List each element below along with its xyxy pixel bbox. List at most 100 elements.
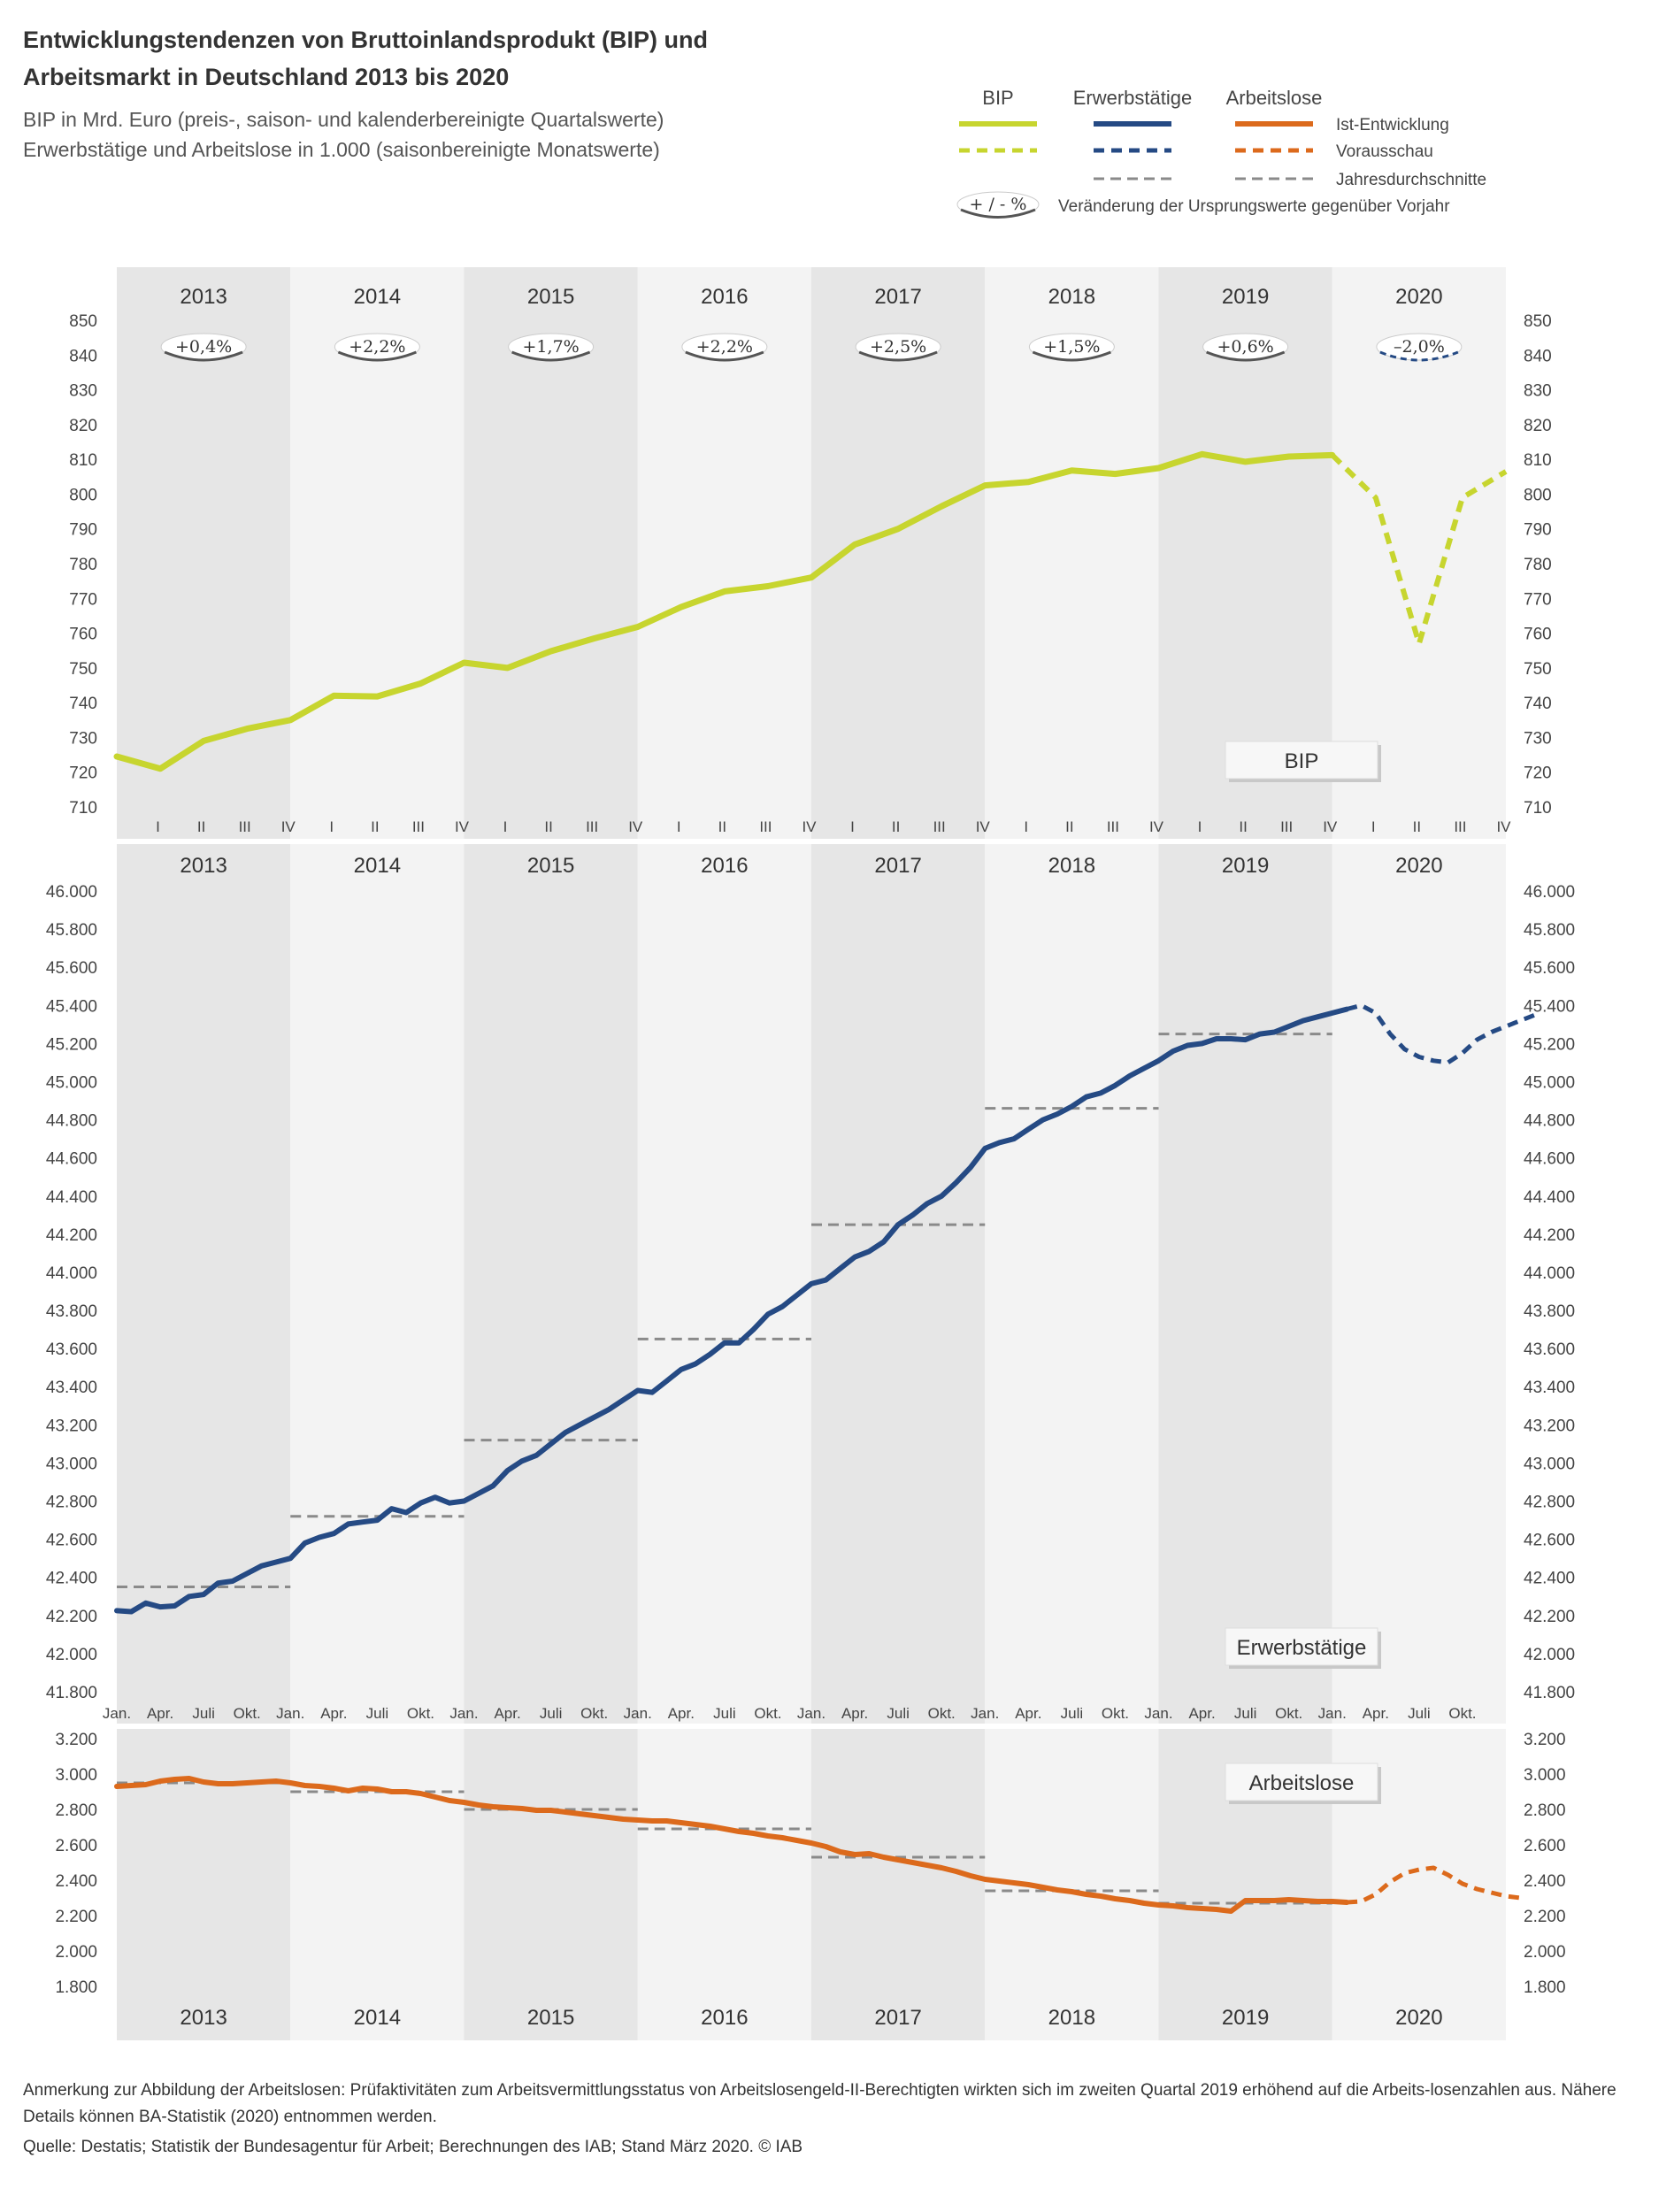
arb-forecast-line bbox=[1346, 1865, 1521, 1905]
yoy-badge-shadow bbox=[164, 350, 243, 362]
year-band-2017 bbox=[811, 267, 986, 2040]
y-tick-label-right: 43.800 bbox=[1524, 1302, 1575, 1321]
year-label-2014: 2014 bbox=[354, 854, 401, 878]
quarter-label: II bbox=[197, 818, 205, 835]
y-tick-label-right: 750 bbox=[1524, 660, 1552, 679]
year-label-2020: 2020 bbox=[1395, 854, 1442, 878]
year-label-2020: 2020 bbox=[1395, 2006, 1442, 2030]
month-label: Okt. bbox=[928, 1705, 956, 1722]
month-label: Juli bbox=[1234, 1705, 1257, 1722]
panel-label-text: BIP bbox=[1285, 749, 1319, 773]
quarter-label: II bbox=[371, 818, 379, 835]
panel-label-box bbox=[1225, 1627, 1378, 1666]
panel-separator bbox=[117, 839, 1506, 844]
y-tick-label-right: 760 bbox=[1524, 626, 1552, 644]
y-tick-label-left: 42.400 bbox=[46, 1570, 97, 1588]
y-tick-label-left: 45.600 bbox=[46, 959, 97, 978]
quarter-label: IV bbox=[1323, 818, 1338, 835]
year-label-2013: 2013 bbox=[180, 2006, 227, 2030]
quarter-label: I bbox=[1371, 818, 1376, 835]
y-tick-label-right: 45.000 bbox=[1524, 1073, 1575, 1092]
quarter-label: IV bbox=[628, 818, 643, 835]
yoy-badge-shadow bbox=[685, 350, 764, 362]
year-label-2019: 2019 bbox=[1222, 854, 1269, 878]
chart-title: Entwicklungstendenzen von Bruttoinlandsp… bbox=[23, 21, 908, 96]
chart-note: Anmerkung zur Abbildung der Arbeitslosen… bbox=[23, 2081, 1616, 2126]
y-tick-label-right: 43.200 bbox=[1524, 1417, 1575, 1435]
month-label: Okt. bbox=[234, 1705, 261, 1722]
yoy-badge-bg bbox=[1376, 333, 1463, 361]
y-tick-label-left: 780 bbox=[69, 556, 97, 574]
y-tick-label-right: 780 bbox=[1524, 556, 1552, 574]
year-band-2018 bbox=[985, 267, 1159, 2040]
year-labels-middle: 2013 2014 2015 2016 2017 2018 2019 2020 bbox=[180, 854, 1442, 878]
title-line-2: Arbeitsmarkt in Deutschland 2013 bis 202… bbox=[23, 64, 510, 90]
month-label: Jan. bbox=[971, 1705, 999, 1722]
y-tick-label-right: 45.200 bbox=[1524, 1035, 1575, 1054]
y-tick-label-left: 740 bbox=[69, 695, 97, 713]
quarter-label: III bbox=[759, 818, 772, 835]
month-label: Jan. bbox=[1318, 1705, 1347, 1722]
y-tick-label-left: 41.800 bbox=[46, 1684, 97, 1702]
y-tick-label-right: 42.600 bbox=[1524, 1532, 1575, 1550]
month-label: Okt. bbox=[1102, 1705, 1129, 1722]
year-band-2016 bbox=[637, 267, 811, 2040]
month-label: Apr. bbox=[494, 1705, 520, 1722]
year-band-2020 bbox=[1332, 267, 1506, 2040]
month-label: Jan. bbox=[1144, 1705, 1172, 1722]
y-tick-label-left: 710 bbox=[69, 799, 97, 818]
y-tick-label-left: 2.600 bbox=[55, 1837, 97, 1855]
quarter-label: III bbox=[1107, 818, 1119, 835]
panel-label-box bbox=[1225, 741, 1378, 780]
chart-source: Quelle: Destatis; Statistik der Bundesag… bbox=[23, 2138, 803, 2156]
month-label: Jan. bbox=[449, 1705, 478, 1722]
panel-label-text: Arbeitslose bbox=[1249, 1771, 1355, 1795]
y-tick-label-left: 42.800 bbox=[46, 1494, 97, 1512]
month-label: Apr. bbox=[147, 1705, 173, 1722]
y-tick-label-right: 41.800 bbox=[1524, 1684, 1575, 1702]
legend-badge-text: + / - % bbox=[970, 195, 1027, 214]
legend-badge-desc: Veränderung der Ursprungswerte gegenüber… bbox=[1058, 197, 1450, 216]
bip-actual-line bbox=[113, 450, 1336, 772]
year-label-2014: 2014 bbox=[354, 2006, 401, 2030]
legend-forecast-label: Vorausschau bbox=[1336, 142, 1433, 161]
legend-badge-shadow bbox=[960, 208, 1036, 219]
y-tick-label-left: 42.000 bbox=[46, 1646, 97, 1664]
y-tick-label-right: 46.000 bbox=[1524, 883, 1575, 902]
y-tick-label-left: 760 bbox=[69, 626, 97, 644]
y-tick-label-left: 820 bbox=[69, 417, 97, 435]
month-label: Apr. bbox=[841, 1705, 868, 1722]
quarter-label: I bbox=[677, 818, 681, 835]
y-tick-label-right: 44.400 bbox=[1524, 1188, 1575, 1207]
bip-quarter-labels: I II III IV I II III IV I II III IV I II III IV I II III IV… bbox=[156, 818, 1511, 835]
y-tick-label-left: 770 bbox=[69, 590, 97, 609]
y-tick-label-left: 840 bbox=[69, 347, 97, 365]
arb-y-axis: 1.800 1.800 2.000 2.000 2.200 2.200 2.400 2.400… bbox=[55, 1731, 1565, 1997]
erw-actual-line bbox=[114, 1006, 1350, 1615]
yoy-change-2020: –2,0% bbox=[1394, 337, 1445, 357]
y-tick-label-right: 42.200 bbox=[1524, 1608, 1575, 1626]
y-tick-label-right: 800 bbox=[1524, 486, 1552, 504]
quarter-label: II bbox=[892, 818, 900, 835]
quarter-label: I bbox=[1198, 818, 1202, 835]
month-labels: Jan. Apr. Juli Okt. Jan. Apr. Juli Okt. Jan. Apr.… bbox=[103, 1705, 1477, 1722]
y-tick-label-left: 43.400 bbox=[46, 1379, 97, 1397]
y-tick-label-right: 43.000 bbox=[1524, 1455, 1575, 1473]
year-label-2015: 2015 bbox=[527, 285, 574, 309]
y-tick-label-left: 750 bbox=[69, 660, 97, 679]
y-tick-label-left: 830 bbox=[69, 382, 97, 401]
year-labels-bottom: 2013 2014 2015 2016 2017 2018 2019 2020 bbox=[180, 2006, 1442, 2030]
subtitle-line-1: BIP in Mrd. Euro (preis-, saison- und ka… bbox=[23, 108, 664, 131]
month-label: Juli bbox=[1061, 1705, 1084, 1722]
y-tick-label-left: 2.000 bbox=[55, 1943, 97, 1962]
legend-header-0: BIP bbox=[982, 87, 1013, 109]
y-tick-label-left: 43.600 bbox=[46, 1340, 97, 1359]
y-tick-label-right: 2.400 bbox=[1524, 1872, 1566, 1891]
month-label: Okt. bbox=[1448, 1705, 1476, 1722]
y-tick-label-right: 43.400 bbox=[1524, 1379, 1575, 1397]
quarter-label: III bbox=[412, 818, 425, 835]
yoy-badge-shadow bbox=[337, 350, 417, 362]
month-label: Apr. bbox=[1015, 1705, 1041, 1722]
month-label: Okt. bbox=[580, 1705, 608, 1722]
